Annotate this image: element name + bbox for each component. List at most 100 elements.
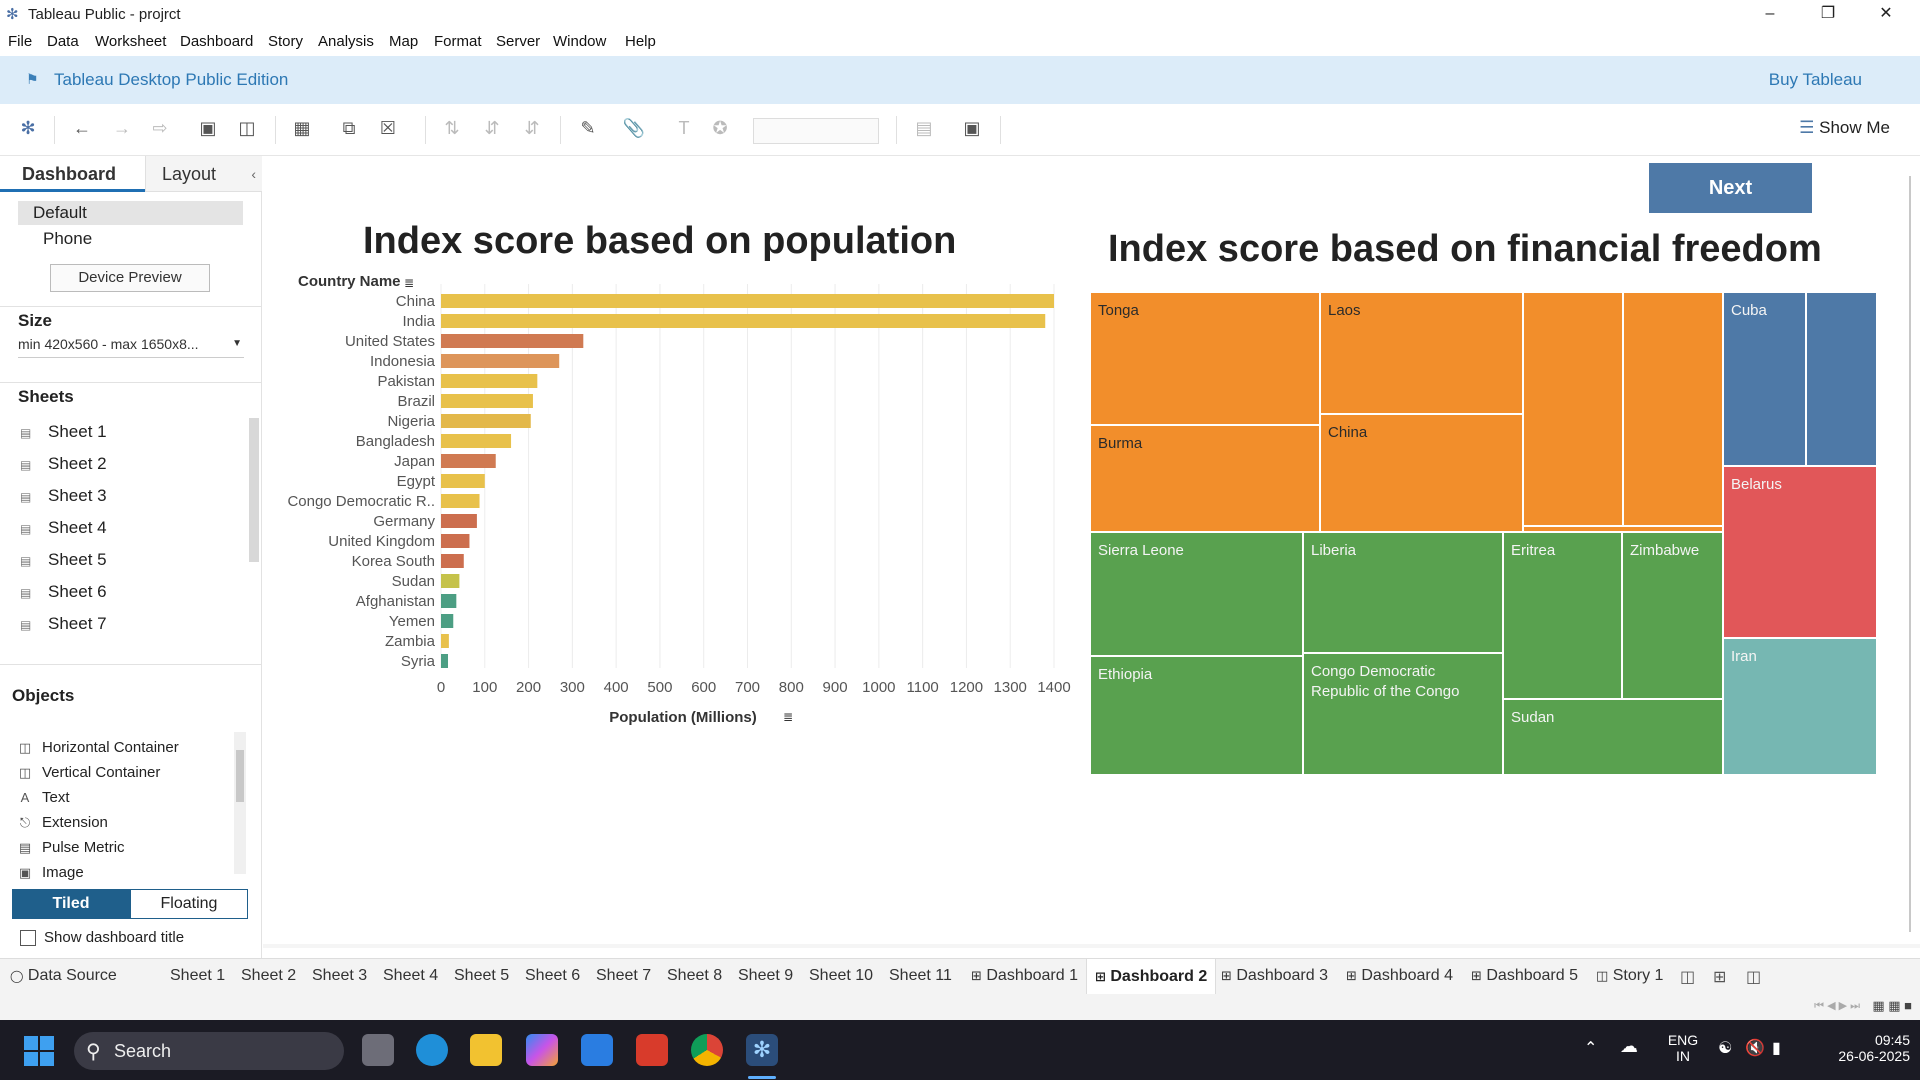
menu-story[interactable]: Story (268, 33, 304, 50)
new-datasource-icon[interactable]: ◫ (238, 118, 256, 138)
group-icon[interactable]: 📎 (622, 118, 646, 138)
tab-sheet[interactable]: Sheet 4 (383, 967, 439, 984)
menu-server[interactable]: Server (496, 33, 541, 50)
tab-sheet[interactable]: Sheet 1 (170, 967, 226, 984)
menu-format[interactable]: Format (434, 33, 482, 50)
restore-button[interactable]: ❐ (1820, 5, 1836, 22)
tableau-taskbar-icon[interactable]: ✻ (746, 1034, 778, 1066)
tab-story[interactable]: ◫ Story 1 (1596, 967, 1664, 984)
new-sheet-icon[interactable]: ◫ (1680, 969, 1696, 986)
treemap-cell[interactable]: Congo Democratic Republic of the Congo (1303, 653, 1503, 775)
device-default-row[interactable] (18, 201, 243, 225)
treemap-cell[interactable] (1523, 526, 1723, 532)
tab-sheet[interactable]: Sheet 5 (454, 967, 510, 984)
wps-office-icon[interactable] (636, 1034, 668, 1066)
tab-dashboard[interactable]: ⊞ Dashboard 4 (1346, 967, 1453, 984)
treemap-cell[interactable]: Tonga (1090, 292, 1320, 425)
object-image[interactable]: ▣ Image (16, 864, 84, 881)
object-text[interactable]: A Text (16, 789, 70, 806)
sheets-scrollbar[interactable] (249, 418, 259, 562)
taskbar-search[interactable]: ⚲ Search (74, 1032, 344, 1070)
floating-button[interactable]: Floating (130, 889, 248, 919)
close-button[interactable]: ✕ (1879, 5, 1893, 22)
treemap-cell[interactable] (1523, 292, 1623, 526)
treemap-cell[interactable]: Belarus (1723, 466, 1877, 638)
show-cards-icon[interactable]: ▤ (915, 118, 933, 138)
size-dropdown[interactable]: min 420x560 - max 1650x8... ▼ (18, 336, 244, 358)
tab-nav-arrows-icon[interactable]: ⏮ ◀ ▶ ⏭ (1814, 1000, 1860, 1012)
menu-file[interactable]: File (8, 33, 33, 50)
sheet-item[interactable]: ▤ Sheet 6 (20, 582, 107, 601)
show-hidden-icons-icon[interactable]: ⌃ (1584, 1040, 1598, 1057)
fit-dropdown[interactable] (753, 118, 879, 144)
object-extension[interactable]: ⎋ Extension (16, 814, 108, 831)
new-worksheet-icon[interactable]: ▦ (293, 118, 311, 138)
task-view-icon[interactable] (362, 1034, 394, 1066)
duplicate-icon[interactable]: ⧉ (342, 118, 356, 138)
treemap-cell[interactable]: Iran (1723, 638, 1877, 775)
save-icon[interactable]: ▣ (199, 118, 217, 138)
highlight-icon[interactable]: ✎ (580, 118, 596, 138)
tab-sheet[interactable]: Sheet 9 (738, 967, 794, 984)
tableau-logo-icon[interactable]: ✻ (20, 118, 36, 138)
menu-data[interactable]: Data (47, 33, 79, 50)
clock[interactable]: 09:45 26-06-2025 (1838, 1032, 1910, 1064)
file-explorer-icon[interactable] (470, 1034, 502, 1066)
sheet-item[interactable]: ▤ Sheet 2 (20, 454, 107, 473)
treemap-cell[interactable]: Sierra Leone (1090, 532, 1303, 656)
collapse-chevron-icon[interactable]: ‹ (251, 166, 256, 182)
clear-sheet-icon[interactable]: ☒ (379, 118, 397, 138)
treemap-cell[interactable]: Ethiopia (1090, 656, 1303, 775)
menu-worksheet[interactable]: Worksheet (95, 33, 167, 50)
objects-scrollbar[interactable] (234, 732, 246, 874)
object-horizontal-container[interactable]: ◫ Horizontal Container (16, 739, 179, 756)
edge-browser-icon[interactable] (416, 1034, 448, 1066)
sheet-item[interactable]: ▤ Sheet 4 (20, 518, 107, 537)
tab-dashboard[interactable]: ⊞ Dashboard 5 (1471, 967, 1578, 984)
menu-map[interactable]: Map (389, 33, 419, 50)
language-indicator[interactable]: ENG IN (1667, 1032, 1699, 1064)
object-pulse-metric[interactable]: ▤ Pulse Metric (16, 839, 125, 856)
replay-icon[interactable]: ⇨ (152, 118, 168, 138)
sort-ascending-icon[interactable]: ⇵ (484, 118, 500, 138)
minimize-button[interactable]: – (1765, 5, 1775, 22)
new-story-icon[interactable]: ◫ (1746, 969, 1762, 986)
labels-icon[interactable]: T (678, 118, 690, 138)
tab-sheet[interactable]: Sheet 7 (596, 967, 652, 984)
treemap-cell[interactable]: Zimbabwe (1622, 532, 1723, 699)
undo-icon[interactable]: ← (73, 118, 91, 138)
fix-axes-icon[interactable]: ✪ (712, 118, 728, 138)
onedrive-cloud-icon[interactable]: ☁ (1620, 1036, 1638, 1056)
redo-icon[interactable]: → (113, 118, 131, 138)
menu-analysis[interactable]: Analysis (318, 33, 374, 50)
battery-icon[interactable]: ▮ (1772, 1040, 1781, 1057)
tab-sheet[interactable]: Sheet 6 (525, 967, 581, 984)
show-me-button[interactable]: ☰ Show Me (1799, 118, 1890, 137)
device-phone[interactable]: Phone (43, 229, 93, 248)
tab-data-source[interactable]: ◯ Data Source (10, 967, 117, 984)
device-default[interactable]: Default (33, 203, 87, 222)
treemap-cell[interactable]: Burma (1090, 425, 1320, 532)
view-toggle-icon[interactable]: ▦ ▦ ■ (1872, 998, 1912, 1013)
presentation-icon[interactable]: ▣ (963, 118, 981, 138)
tab-sheet[interactable]: Sheet 3 (312, 967, 368, 984)
copilot-icon[interactable] (526, 1034, 558, 1066)
tab-dashboard-active[interactable]: ⊞ Dashboard 2 (1086, 959, 1217, 995)
menu-dashboard[interactable]: Dashboard (180, 33, 254, 50)
tab-dashboard[interactable]: ⊞ Dashboard 1 (971, 967, 1078, 984)
treemap-cell[interactable] (1806, 292, 1877, 466)
menu-help[interactable]: Help (625, 33, 656, 50)
windows-start-icon[interactable] (24, 1036, 54, 1066)
treemap-cell[interactable]: China (1320, 414, 1523, 532)
tab-dashboard[interactable]: Dashboard (0, 156, 145, 192)
device-preview-button[interactable]: Device Preview (50, 264, 210, 292)
treemap-cell[interactable]: Cuba (1723, 292, 1806, 466)
tab-layout[interactable]: Layout ‹ (145, 156, 262, 192)
swap-icon[interactable]: ⇅ (444, 118, 460, 138)
treemap-cell[interactable]: Eritrea (1503, 532, 1622, 699)
tab-sheet[interactable]: Sheet 11 (889, 967, 952, 984)
next-button[interactable]: Next (1649, 163, 1812, 213)
buy-tableau-link[interactable]: Buy Tableau (1768, 70, 1862, 89)
tiled-button[interactable]: Tiled (12, 889, 130, 919)
wifi-icon[interactable]: ☯ (1718, 1040, 1733, 1057)
